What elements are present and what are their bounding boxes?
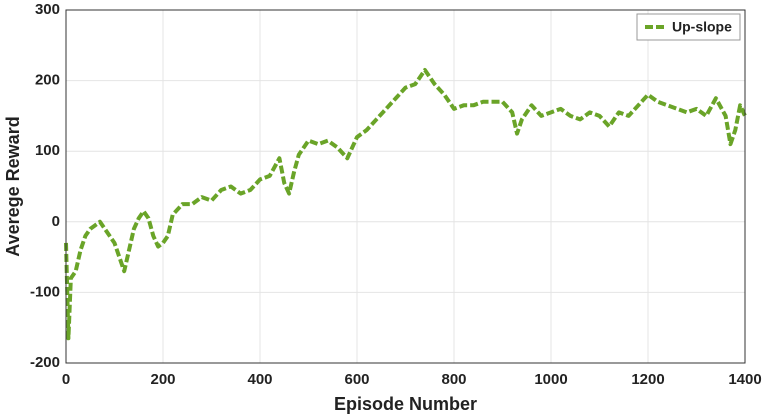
legend-box	[636, 13, 741, 41]
legend: Up-slope	[636, 13, 741, 41]
data-line	[64, 68, 747, 341]
legend-label: Up-slope	[672, 19, 732, 35]
y-tick-label: 0	[52, 213, 60, 230]
y-tick-label: 200	[35, 72, 60, 89]
plot	[64, 68, 747, 341]
x-tick-label: 0	[62, 371, 70, 388]
plot-frame	[65, 9, 746, 364]
x-tick-label: 1000	[534, 371, 567, 388]
x-tick-label: 200	[150, 371, 175, 388]
y-tick-label: 300	[35, 1, 60, 18]
x-tick-label: 800	[441, 371, 466, 388]
x-tick-label: 1400	[728, 371, 761, 388]
x-tick-label: 400	[247, 371, 272, 388]
x-axis-label: Episode Number	[334, 394, 477, 414]
x-tick-label: 1200	[631, 371, 664, 388]
y-tick-label: 100	[35, 142, 60, 159]
grid	[65, 9, 746, 364]
y-tick-label: -100	[30, 283, 60, 300]
y-tick-label: -200	[30, 354, 60, 371]
y-axis-label: Averege Reward	[3, 116, 23, 256]
x-tick-label: 600	[344, 371, 369, 388]
